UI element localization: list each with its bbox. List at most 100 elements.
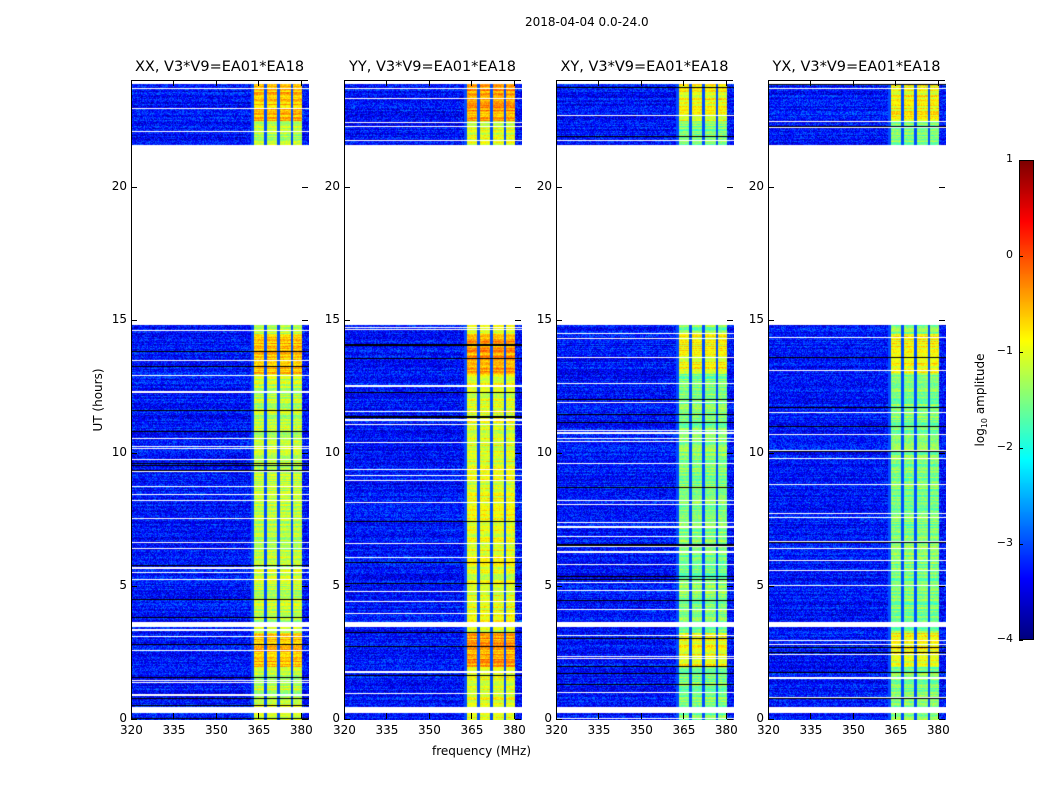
- y-axis-label: UT (hours): [91, 368, 105, 432]
- x-tick-label: 365: [672, 723, 696, 737]
- y-tick-label: 10: [324, 444, 340, 459]
- y-tick: [344, 585, 350, 587]
- x-tick-label: 335: [162, 723, 186, 737]
- y-tick: [131, 585, 137, 587]
- y-tick-label: 0: [119, 711, 127, 725]
- y-tick-label: 15: [748, 311, 764, 326]
- y-tick: [727, 585, 733, 587]
- x-tick: [683, 80, 685, 86]
- y-tick: [556, 319, 562, 321]
- y-tick: [515, 319, 521, 321]
- colorbar-tick: [1019, 160, 1023, 161]
- waterfall-panel: [344, 80, 522, 720]
- y-tick-label: 15: [324, 311, 340, 326]
- x-tick-label: 350: [204, 723, 228, 737]
- y-tick-label: 5: [756, 577, 764, 592]
- colorbar-gradient: [1020, 161, 1033, 639]
- x-tick: [598, 80, 600, 86]
- x-axis-label: frequency (MHz): [432, 744, 532, 758]
- x-tick: [556, 80, 557, 86]
- x-tick-label: 350: [629, 723, 653, 737]
- x-tick: [131, 713, 132, 719]
- x-tick: [386, 80, 388, 86]
- x-tick: [173, 80, 175, 86]
- y-tick: [515, 452, 521, 454]
- y-tick: [939, 319, 945, 321]
- y-tick-label: 20: [536, 178, 552, 193]
- y-tick: [768, 585, 774, 587]
- y-tick: [515, 719, 521, 720]
- y-tick-label: 0: [756, 711, 764, 725]
- y-tick-label: 5: [119, 577, 127, 592]
- x-tick: [810, 80, 812, 86]
- y-tick-label: 10: [748, 444, 764, 459]
- suptitle: 2018-04-04 0.0-24.0: [525, 15, 649, 29]
- y-tick: [556, 719, 562, 720]
- x-tick-label: 380: [502, 723, 526, 737]
- y-tick: [131, 719, 137, 720]
- colorbar-tick-label: −2: [996, 440, 1013, 453]
- y-tick: [131, 319, 137, 321]
- y-tick: [302, 452, 308, 454]
- x-tick-label: 320: [757, 723, 780, 737]
- x-tick: [471, 713, 473, 719]
- x-tick: [768, 713, 769, 719]
- y-tick: [939, 186, 945, 188]
- x-tick: [810, 713, 812, 719]
- y-tick: [727, 452, 733, 454]
- y-tick: [768, 719, 774, 720]
- y-tick-label: 5: [332, 577, 340, 592]
- colorbar-tick: [1019, 352, 1023, 353]
- y-tick: [131, 452, 137, 454]
- x-tick: [386, 713, 388, 719]
- waterfall-panel: [131, 80, 309, 720]
- waterfall-image: [345, 81, 522, 720]
- x-tick-label: 335: [587, 723, 611, 737]
- x-tick: [300, 80, 302, 86]
- y-tick: [302, 719, 308, 720]
- x-tick: [215, 713, 217, 719]
- x-tick-label: 350: [417, 723, 441, 737]
- x-tick-label: 320: [120, 723, 143, 737]
- y-tick: [939, 585, 945, 587]
- x-tick-label: 320: [545, 723, 568, 737]
- x-tick: [725, 80, 727, 86]
- x-tick: [215, 80, 217, 86]
- y-tick: [302, 585, 308, 587]
- y-tick-label: 20: [111, 178, 127, 193]
- x-tick: [852, 80, 854, 86]
- y-tick: [727, 319, 733, 321]
- y-tick-label: 0: [544, 711, 552, 725]
- y-tick: [727, 186, 733, 188]
- x-tick: [852, 713, 854, 719]
- y-tick-label: 20: [324, 178, 340, 193]
- colorbar-tick: [1019, 640, 1023, 641]
- x-tick-label: 365: [460, 723, 484, 737]
- x-tick: [131, 80, 132, 86]
- y-tick: [302, 186, 308, 188]
- colorbar-tick-label: 1: [1006, 152, 1013, 165]
- x-tick: [428, 80, 430, 86]
- colorbar-tick: [1019, 448, 1023, 449]
- y-tick: [515, 186, 521, 188]
- y-tick: [768, 186, 774, 188]
- x-tick-label: 380: [289, 723, 313, 737]
- y-tick: [344, 186, 350, 188]
- x-tick: [683, 713, 685, 719]
- x-tick: [556, 713, 557, 719]
- y-tick: [556, 452, 562, 454]
- y-tick: [939, 452, 945, 454]
- x-tick: [895, 80, 897, 86]
- y-tick-label: 0: [332, 711, 340, 725]
- x-tick: [598, 713, 600, 719]
- colorbar-tick: [1019, 256, 1023, 257]
- x-tick: [471, 80, 473, 86]
- colorbar-tick-label: 0: [1006, 248, 1013, 261]
- x-tick: [344, 80, 345, 86]
- y-tick-label: 15: [111, 311, 127, 326]
- x-tick: [513, 80, 515, 86]
- y-tick: [768, 319, 774, 321]
- x-tick: [513, 713, 515, 719]
- x-tick: [258, 713, 260, 719]
